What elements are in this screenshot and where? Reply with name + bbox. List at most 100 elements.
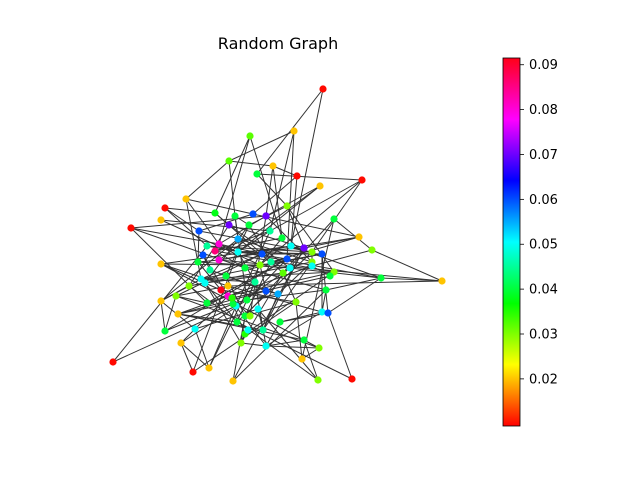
graph-node [194, 258, 202, 266]
graph-node [189, 368, 197, 376]
graph-edge [218, 185, 321, 261]
graph-edge [269, 179, 363, 232]
graph-node [224, 282, 232, 290]
graph-edge [204, 224, 250, 284]
graph-node [314, 376, 322, 384]
graph-node [293, 172, 301, 180]
graph-node [286, 264, 294, 272]
graph-edge [259, 237, 283, 266]
graph-edge [231, 275, 331, 299]
graph-edge [325, 277, 382, 291]
graph-node [276, 318, 284, 326]
graph-node [244, 326, 252, 334]
graph-edge [290, 245, 382, 279]
graph-edge [246, 289, 327, 301]
graph-edge [185, 160, 230, 200]
graph-node [254, 305, 262, 313]
graph-node [225, 157, 233, 165]
graph-edge [177, 265, 313, 315]
graph-node [241, 264, 249, 272]
graph-edge [236, 251, 313, 323]
graph-node [269, 162, 277, 170]
graph-edges [112, 88, 443, 382]
graph-edge [321, 253, 329, 314]
colorbar-tick-label: 0.05 [529, 238, 558, 253]
graph-edge [232, 289, 327, 382]
graph-edge [265, 339, 305, 347]
graph-edge [192, 251, 239, 373]
graph-node [318, 250, 326, 258]
graph-edge [265, 215, 313, 263]
graph-node [233, 318, 241, 326]
graph-node [322, 286, 330, 294]
graph-edge [188, 285, 319, 381]
graph-edge [175, 295, 208, 304]
colorbar-gradient [502, 57, 521, 427]
colorbar-tick-label: 0.03 [529, 328, 558, 343]
graph-node [243, 296, 251, 304]
graph-edge [130, 215, 267, 229]
graph-node [438, 277, 446, 285]
graph-edge [177, 313, 305, 341]
graph-edge [130, 227, 246, 269]
graph-node [377, 274, 385, 282]
graph-node [161, 327, 169, 335]
graph-edge [214, 230, 271, 252]
graph-node [267, 258, 275, 266]
graph-node [318, 308, 326, 316]
graph-edge [244, 271, 335, 335]
graph-edge [256, 88, 324, 175]
colorbar-tick-label: 0.07 [529, 148, 558, 163]
graph-edge [227, 280, 443, 287]
graph-node [259, 326, 267, 334]
graph-node [217, 286, 225, 294]
graph-node [251, 278, 259, 286]
graph-edge [265, 345, 320, 349]
graph-node [258, 250, 266, 258]
graph-edge [272, 165, 283, 239]
graph-node [157, 297, 165, 305]
graph-node [298, 355, 306, 363]
graph-edge [286, 130, 295, 260]
graph-edge [237, 251, 323, 255]
graph-edge [177, 293, 279, 315]
graph-node [237, 339, 245, 347]
graph-node [358, 176, 366, 184]
graph-node [368, 246, 376, 254]
graph-node [205, 364, 213, 372]
graph-edge [303, 236, 360, 249]
graph-edge [228, 130, 295, 162]
graph-node [157, 260, 165, 268]
graph-node [229, 300, 237, 308]
graph-edge [321, 289, 327, 313]
graph-node [127, 224, 135, 232]
graph-edge [164, 207, 208, 247]
graph-edge [282, 272, 297, 303]
graph-edge [206, 245, 313, 253]
graph-edge [164, 207, 200, 232]
graph-edge [175, 295, 320, 349]
graph-edge [327, 312, 353, 380]
graph-node [308, 262, 316, 270]
colorbar-tick-label: 0.08 [529, 103, 558, 118]
graph-node [157, 216, 165, 224]
graph-edge [311, 249, 373, 267]
colorbar-ticks: 0.02 0.03 0.04 0.05 0.06 0.07 0.08 0.09 [520, 58, 558, 387]
graph-node [228, 294, 236, 302]
graph-node [215, 240, 223, 248]
colorbar-tick-label: 0.04 [529, 283, 558, 298]
graph-node [109, 358, 117, 366]
graph-node [283, 202, 291, 210]
graph-edge [232, 315, 246, 382]
graph-node [203, 299, 211, 307]
graph-node [234, 248, 242, 256]
graph-edge [214, 135, 251, 214]
graph-node [191, 325, 199, 333]
graph-edge [259, 179, 363, 266]
graph-node [182, 195, 190, 203]
graph-edge [236, 321, 353, 380]
graph-edge [200, 271, 335, 280]
graph-node [249, 210, 257, 218]
graph-node [326, 272, 334, 280]
graph-node [324, 309, 332, 317]
